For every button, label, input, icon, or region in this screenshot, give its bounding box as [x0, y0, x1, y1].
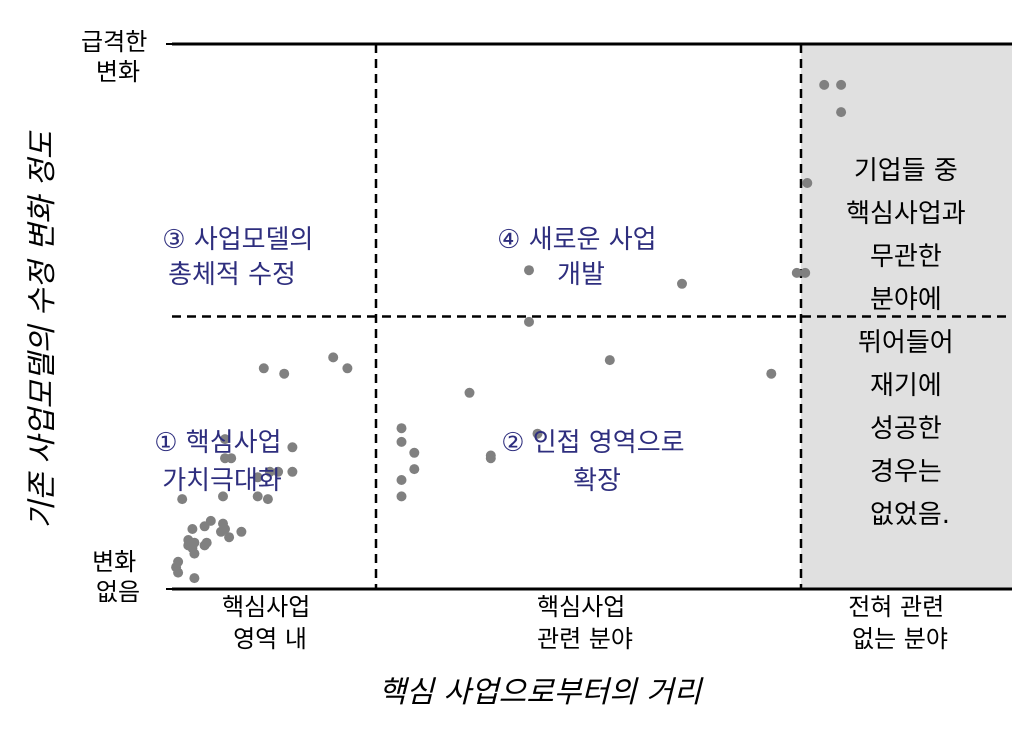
data-point-27: [287, 442, 298, 453]
y-axis-title: 기존 사업모델의 수정 변화 정도: [25, 130, 60, 528]
data-point-16: [224, 532, 235, 543]
data-point-25: [273, 466, 284, 477]
x-tick-label-related: 핵심사업 관련 분야: [537, 593, 633, 653]
data-point-18: [236, 526, 247, 537]
data-point-55: [836, 107, 847, 118]
scatter-points: [171, 79, 847, 584]
data-point-22: [252, 491, 263, 502]
data-point-46: [524, 316, 534, 327]
data-point-52: [800, 267, 811, 278]
data-point-30: [328, 352, 339, 363]
data-point-39: [409, 464, 420, 475]
data-point-15: [220, 524, 230, 534]
y-tick-top-label: 급격한 변화: [81, 28, 155, 86]
data-point-47: [524, 265, 534, 276]
data-point-33: [173, 567, 184, 578]
data-point-41: [396, 475, 407, 485]
data-point-44: [485, 450, 496, 461]
data-point-26: [287, 466, 298, 477]
data-point-42: [464, 387, 475, 398]
data-point-20: [220, 434, 230, 445]
data-point-54: [819, 79, 830, 90]
data-point-8: [189, 537, 200, 548]
data-point-21: [252, 472, 263, 483]
data-point-37: [396, 423, 407, 434]
data-point-12: [205, 515, 216, 526]
x-axis-title: 핵심 사업으로부터의 거리: [379, 675, 704, 710]
data-point-29: [279, 368, 290, 379]
unrelated-area-note: 기업들 중 핵심사업과 무관한 분야에 뛰어들어 재기에 성공한 경우는 없었음…: [846, 156, 974, 530]
data-point-24: [264, 466, 275, 477]
y-tick-bottom-label: 변화 없음: [92, 548, 144, 606]
data-point-36: [396, 436, 407, 447]
data-point-19: [177, 494, 188, 505]
data-point-28: [258, 363, 269, 374]
data-point-6: [189, 548, 200, 559]
quadrant-label-2: ② 인접 영역으로 확장: [501, 428, 693, 496]
quadrant-label-1: ① 핵심사업 가치극대화: [154, 428, 290, 496]
x-tick-label-core: 핵심사업 영역 내: [222, 593, 318, 653]
data-point-53: [802, 178, 813, 188]
data-point-23: [262, 494, 273, 505]
data-point-10: [201, 537, 212, 548]
data-point-17: [218, 491, 228, 502]
quadrant-label-3: ③ 사업모델의 총체적 수정: [162, 225, 321, 290]
data-point-31: [342, 363, 353, 374]
data-point-48: [604, 355, 615, 366]
data-point-38: [409, 447, 420, 458]
data-point-35: [226, 453, 237, 464]
data-point-2: [173, 556, 184, 567]
data-point-32: [187, 524, 198, 534]
data-point-40: [396, 491, 407, 502]
quadrant-label-4: ④ 새로운 사업 개발: [497, 225, 665, 290]
data-point-56: [836, 79, 847, 90]
data-point-45: [532, 428, 543, 439]
data-point-50: [766, 368, 777, 379]
data-point-51: [791, 267, 802, 278]
data-point-3: [189, 573, 200, 584]
data-point-49: [677, 278, 687, 289]
x-tick-label-unrelated: 전혀 관련 없는 분야: [848, 593, 952, 653]
